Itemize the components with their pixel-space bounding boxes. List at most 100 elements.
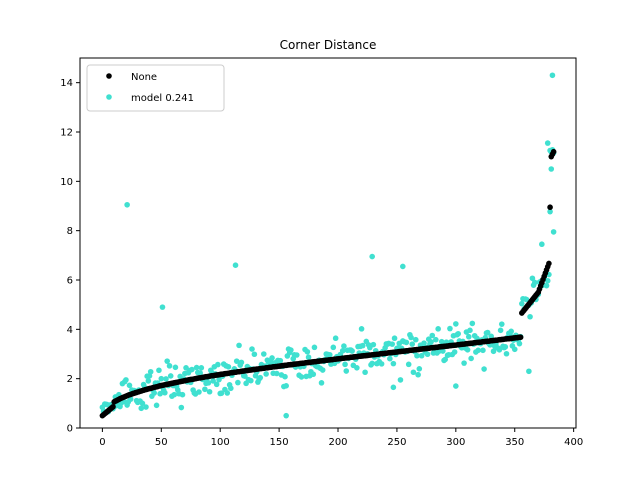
data-point <box>408 334 414 341</box>
data-point <box>215 361 221 368</box>
data-point <box>547 208 553 215</box>
data-point <box>519 300 525 307</box>
data-point <box>233 358 240 364</box>
data-point <box>263 371 269 377</box>
data-point <box>496 347 503 353</box>
legend-box <box>86 64 225 112</box>
data-point <box>293 352 300 358</box>
data-point <box>159 304 166 310</box>
data-point <box>414 352 420 359</box>
data-point <box>193 364 200 371</box>
data-point <box>453 383 459 389</box>
x-tick-label: 50 <box>155 437 168 448</box>
data-point <box>502 344 509 350</box>
data-point <box>358 326 365 332</box>
data-point <box>447 325 453 332</box>
data-point <box>429 332 436 339</box>
data-point <box>440 348 446 354</box>
data-point <box>343 368 350 374</box>
data-point <box>251 351 258 358</box>
data-point <box>151 390 158 396</box>
data-point <box>341 343 347 349</box>
data-point <box>465 333 472 340</box>
data-point <box>198 365 205 371</box>
data-point <box>269 355 275 361</box>
data-point <box>527 313 533 320</box>
data-point <box>442 356 449 363</box>
x-tick-label: 200 <box>328 437 347 448</box>
y-tick-label: 14 <box>60 78 73 89</box>
data-point <box>145 378 152 384</box>
data-point <box>178 404 185 411</box>
y-tick-label: 0 <box>67 424 73 435</box>
data-point <box>238 359 245 366</box>
data-point <box>405 361 412 368</box>
data-point <box>451 349 458 355</box>
y-axis: 0 2 4 6 8 10 12 14 <box>60 78 80 435</box>
chart-title: Corner Distance <box>280 38 377 52</box>
data-point <box>249 346 255 352</box>
y-tick-label: 12 <box>60 128 73 139</box>
data-point <box>206 388 213 395</box>
data-point <box>157 390 163 397</box>
data-point <box>310 371 317 378</box>
data-point <box>369 360 375 367</box>
data-point <box>163 376 169 382</box>
data-point <box>498 321 505 327</box>
data-point <box>464 347 471 353</box>
data-point <box>453 321 459 327</box>
data-point <box>490 348 497 355</box>
data-point <box>277 357 284 364</box>
data-point <box>257 374 264 381</box>
series-none <box>99 148 557 419</box>
data-point <box>304 348 311 355</box>
data-point <box>232 262 239 269</box>
data-point <box>455 330 461 337</box>
data-point <box>403 339 410 346</box>
legend: None model 0.241 <box>86 64 225 112</box>
data-point <box>544 277 551 284</box>
data-point <box>143 404 149 410</box>
data-point <box>435 326 441 332</box>
data-point <box>415 371 421 378</box>
data-point <box>539 241 545 248</box>
data-point <box>326 351 333 358</box>
data-point <box>389 341 396 347</box>
data-point <box>218 390 225 397</box>
data-point <box>550 148 557 155</box>
data-point <box>549 72 556 79</box>
data-point <box>242 373 248 380</box>
data-point <box>550 229 557 235</box>
data-point <box>438 338 445 345</box>
x-tick-label: 250 <box>387 437 406 448</box>
data-point <box>179 391 186 398</box>
data-point <box>171 391 178 398</box>
data-point <box>516 340 523 347</box>
data-point <box>158 375 165 382</box>
legend-label: model 0.241 <box>131 93 194 104</box>
x-tick-label: 350 <box>505 437 524 448</box>
legend-marker <box>106 73 112 79</box>
plot-frame <box>79 57 577 429</box>
data-point <box>166 363 173 369</box>
y-tick-label: 4 <box>67 325 73 336</box>
data-point <box>349 348 355 354</box>
data-point <box>248 377 254 384</box>
data-point <box>139 400 146 407</box>
y-tick-label: 8 <box>67 226 73 237</box>
data-point <box>202 386 208 393</box>
data-point <box>531 279 538 286</box>
data-point <box>475 347 482 354</box>
data-point <box>332 335 339 342</box>
data-point <box>547 204 553 211</box>
data-point <box>410 369 417 376</box>
data-point <box>235 379 241 386</box>
data-point <box>484 329 491 336</box>
data-point <box>412 336 419 343</box>
data-point <box>428 339 434 345</box>
data-point <box>225 364 232 370</box>
data-point <box>153 402 160 409</box>
data-point <box>205 380 212 386</box>
data-point <box>370 341 377 348</box>
legend-label: None <box>131 72 157 83</box>
